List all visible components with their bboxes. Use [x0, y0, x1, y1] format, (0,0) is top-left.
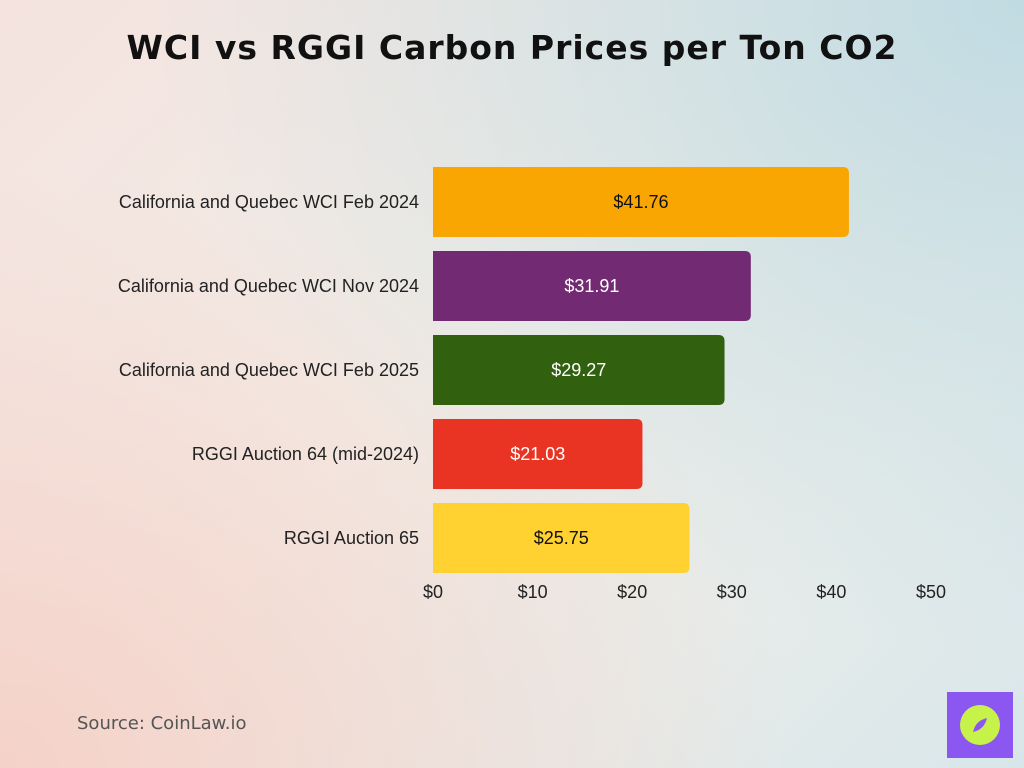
bar-value-label: $21.03	[510, 444, 565, 464]
bar-value-label: $41.76	[613, 192, 668, 212]
source-credit: Source: CoinLaw.io	[77, 713, 247, 734]
compass-needle-icon	[973, 718, 987, 732]
bar	[433, 419, 643, 489]
x-tick-label: $20	[617, 582, 647, 602]
category-label: RGGI Auction 65	[284, 528, 419, 548]
bar	[433, 335, 725, 405]
bar-value-label: $31.91	[564, 276, 619, 296]
x-tick-label: $10	[518, 582, 548, 602]
category-label: RGGI Auction 64 (mid-2024)	[192, 444, 419, 464]
x-tick-label: $0	[423, 582, 443, 602]
x-tick-label: $40	[816, 582, 846, 602]
x-tick-label: $50	[916, 582, 946, 602]
category-label: California and Quebec WCI Nov 2024	[118, 276, 419, 296]
category-label: California and Quebec WCI Feb 2024	[119, 192, 419, 212]
bar	[433, 251, 751, 321]
bar-value-label: $29.27	[551, 360, 606, 380]
compass-icon	[960, 705, 1000, 745]
bar-chart: $41.76 California and Quebec WCI Feb 2024…	[118, 167, 946, 602]
brand-logo	[947, 692, 1013, 758]
bar	[433, 503, 690, 573]
category-label: California and Quebec WCI Feb 2025	[119, 360, 419, 380]
x-tick-label: $30	[717, 582, 747, 602]
bar-value-label: $25.75	[534, 528, 589, 548]
chart-title: WCI vs RGGI Carbon Prices per Ton CO2	[126, 28, 898, 67]
bar	[433, 167, 849, 237]
